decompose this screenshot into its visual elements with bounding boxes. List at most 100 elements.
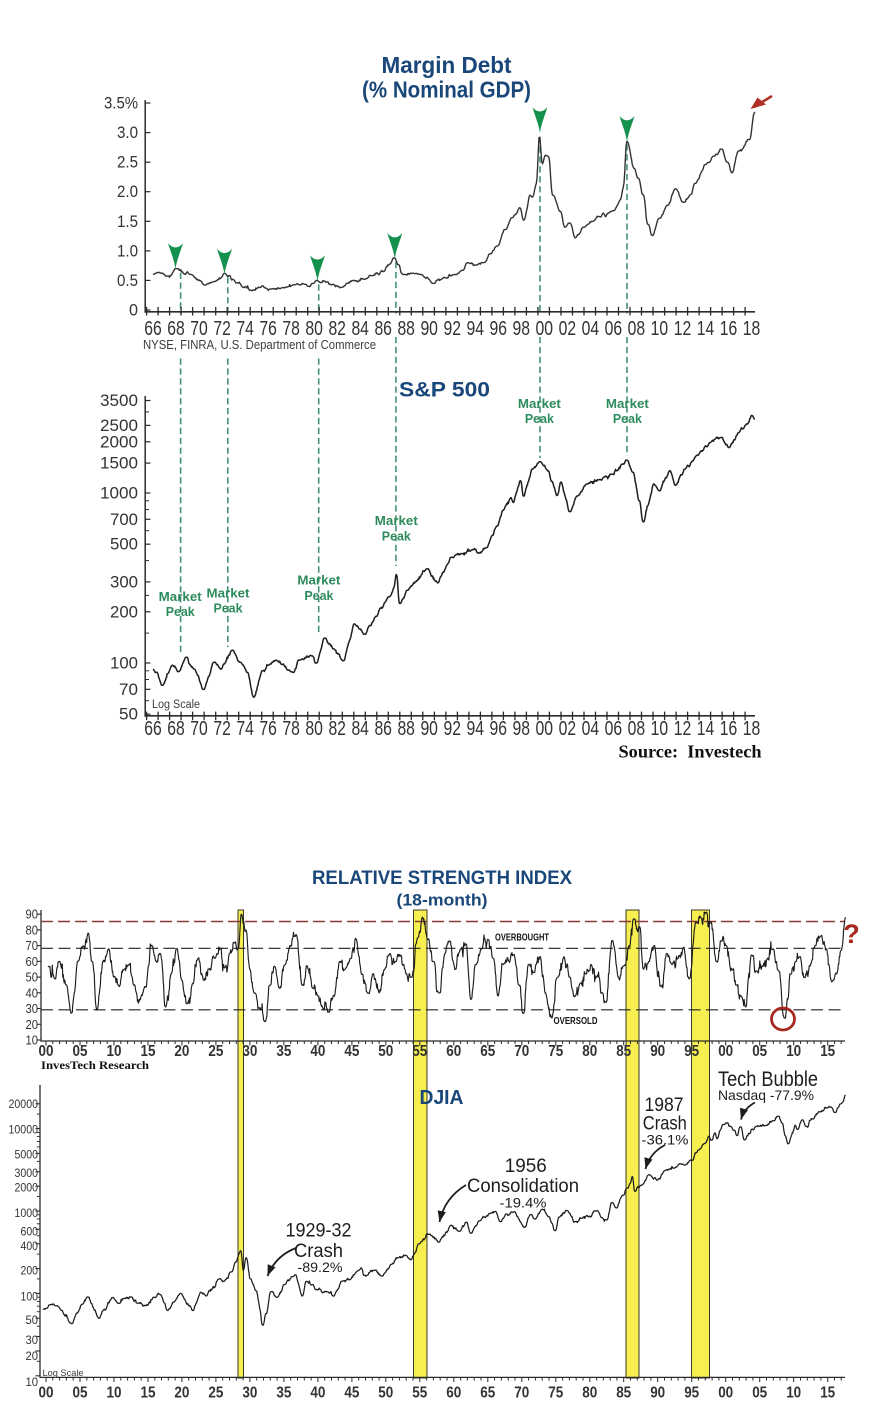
- svg-text:OVERBOUGHT: OVERBOUGHT: [495, 933, 549, 944]
- svg-text:60: 60: [26, 954, 39, 969]
- svg-text:0.5: 0.5: [117, 271, 138, 290]
- svg-text:06: 06: [605, 317, 623, 340]
- svg-text:2500: 2500: [100, 416, 138, 435]
- svg-text:96: 96: [490, 717, 508, 740]
- svg-text:15: 15: [141, 1385, 156, 1402]
- svg-text:Log Scale: Log Scale: [43, 1368, 84, 1379]
- svg-text:10: 10: [107, 1385, 122, 1402]
- svg-text:35: 35: [276, 1385, 291, 1402]
- svg-text:50: 50: [119, 705, 138, 724]
- svg-text:82: 82: [328, 317, 346, 340]
- svg-text:10: 10: [786, 1043, 801, 1060]
- svg-text:74: 74: [236, 317, 254, 340]
- svg-text:30: 30: [26, 1335, 39, 1347]
- svg-text:06: 06: [605, 717, 623, 740]
- svg-text:Crash: Crash: [643, 1114, 687, 1135]
- svg-text:04: 04: [582, 717, 600, 740]
- svg-text:35: 35: [276, 1043, 291, 1060]
- svg-text:Tech Bubble: Tech Bubble: [718, 1068, 818, 1091]
- svg-text:16: 16: [720, 317, 738, 340]
- svg-text:80: 80: [582, 1385, 597, 1402]
- svg-text:68: 68: [167, 317, 185, 340]
- svg-text:NYSE, FINRA, U.S. Department o: NYSE, FINRA, U.S. Department of Commerce: [143, 338, 376, 352]
- svg-text:Peak: Peak: [166, 604, 196, 619]
- svg-text:84: 84: [351, 317, 369, 340]
- svg-text:-89.2%: -89.2%: [298, 1259, 343, 1275]
- svg-text:90: 90: [650, 1385, 665, 1402]
- svg-text:Crash: Crash: [294, 1241, 343, 1262]
- svg-text:84: 84: [351, 717, 369, 740]
- svg-text:RELATIVE STRENGTH INDEX: RELATIVE STRENGTH INDEX: [312, 868, 572, 889]
- svg-text:2000: 2000: [15, 1183, 39, 1195]
- svg-text:08: 08: [628, 317, 646, 340]
- svg-text:DJIA: DJIA: [420, 1087, 464, 1109]
- svg-text:60: 60: [446, 1043, 461, 1060]
- svg-text:90: 90: [26, 907, 39, 922]
- svg-text:20000: 20000: [9, 1099, 39, 1111]
- svg-text:50: 50: [26, 970, 39, 985]
- svg-text:600: 600: [21, 1226, 39, 1238]
- svg-text:00: 00: [536, 717, 554, 740]
- svg-text:70: 70: [26, 938, 39, 953]
- svg-text:Peak: Peak: [525, 411, 555, 426]
- svg-text:InvesTech Research: InvesTech Research: [41, 1060, 150, 1072]
- svg-text:2.5: 2.5: [117, 153, 138, 172]
- svg-text:1.5: 1.5: [117, 212, 138, 231]
- svg-text:94: 94: [467, 717, 485, 740]
- svg-text:86: 86: [374, 717, 392, 740]
- svg-text:90: 90: [420, 317, 438, 340]
- svg-text:76: 76: [259, 717, 277, 740]
- svg-text:100: 100: [110, 654, 138, 673]
- svg-text:OVERSOLD: OVERSOLD: [554, 1016, 598, 1027]
- svg-text:10: 10: [786, 1385, 801, 1402]
- svg-text:Margin Debt: Margin Debt: [382, 52, 512, 78]
- svg-text:70: 70: [119, 680, 138, 699]
- svg-text:75: 75: [548, 1043, 563, 1060]
- svg-text:80: 80: [582, 1043, 597, 1060]
- svg-text:200: 200: [21, 1266, 39, 1278]
- svg-text:0: 0: [129, 301, 138, 320]
- svg-text:Market: Market: [606, 396, 650, 411]
- svg-text:65: 65: [480, 1385, 495, 1402]
- svg-text:98: 98: [513, 317, 531, 340]
- svg-text:Peak: Peak: [613, 411, 643, 426]
- svg-text:(18-month): (18-month): [397, 892, 488, 910]
- svg-text:30: 30: [26, 1001, 39, 1016]
- svg-text:20: 20: [174, 1043, 189, 1060]
- svg-text:68: 68: [167, 717, 185, 740]
- svg-text:3.5%: 3.5%: [104, 94, 138, 113]
- svg-text:08: 08: [628, 717, 646, 740]
- svg-text:Peak: Peak: [382, 528, 412, 543]
- svg-text:Source: Investech: Source: Investech: [619, 742, 762, 762]
- svg-text:1987: 1987: [645, 1095, 684, 1116]
- svg-text:02: 02: [559, 717, 577, 740]
- svg-text:05: 05: [73, 1043, 88, 1060]
- svg-text:Peak: Peak: [214, 601, 244, 616]
- svg-text:25: 25: [208, 1385, 223, 1402]
- svg-text:Market: Market: [159, 589, 203, 604]
- svg-text:14: 14: [697, 317, 715, 340]
- svg-text:82: 82: [328, 717, 346, 740]
- svg-text:3.0: 3.0: [117, 123, 138, 142]
- svg-text:40: 40: [310, 1043, 325, 1060]
- svg-text:50: 50: [378, 1385, 393, 1402]
- svg-text:S&P 500: S&P 500: [399, 379, 490, 402]
- svg-text:5000: 5000: [15, 1149, 39, 1161]
- svg-text:10: 10: [26, 1033, 39, 1048]
- svg-text:1500: 1500: [100, 454, 138, 473]
- svg-text:20: 20: [26, 1017, 39, 1032]
- svg-text:Consolidation: Consolidation: [467, 1176, 579, 1197]
- svg-text:65: 65: [480, 1043, 495, 1060]
- svg-text:66: 66: [144, 717, 162, 740]
- svg-text:04: 04: [582, 317, 600, 340]
- svg-text:72: 72: [213, 717, 231, 740]
- svg-text:74: 74: [236, 717, 254, 740]
- svg-text:1929-32: 1929-32: [286, 1221, 352, 1242]
- svg-text:1956: 1956: [505, 1156, 547, 1177]
- svg-text:100: 100: [21, 1291, 39, 1303]
- svg-text:15: 15: [820, 1385, 835, 1402]
- svg-text:12: 12: [674, 717, 692, 740]
- svg-text:1.0: 1.0: [117, 241, 138, 260]
- svg-text:00: 00: [718, 1043, 733, 1060]
- svg-text:500: 500: [110, 535, 138, 554]
